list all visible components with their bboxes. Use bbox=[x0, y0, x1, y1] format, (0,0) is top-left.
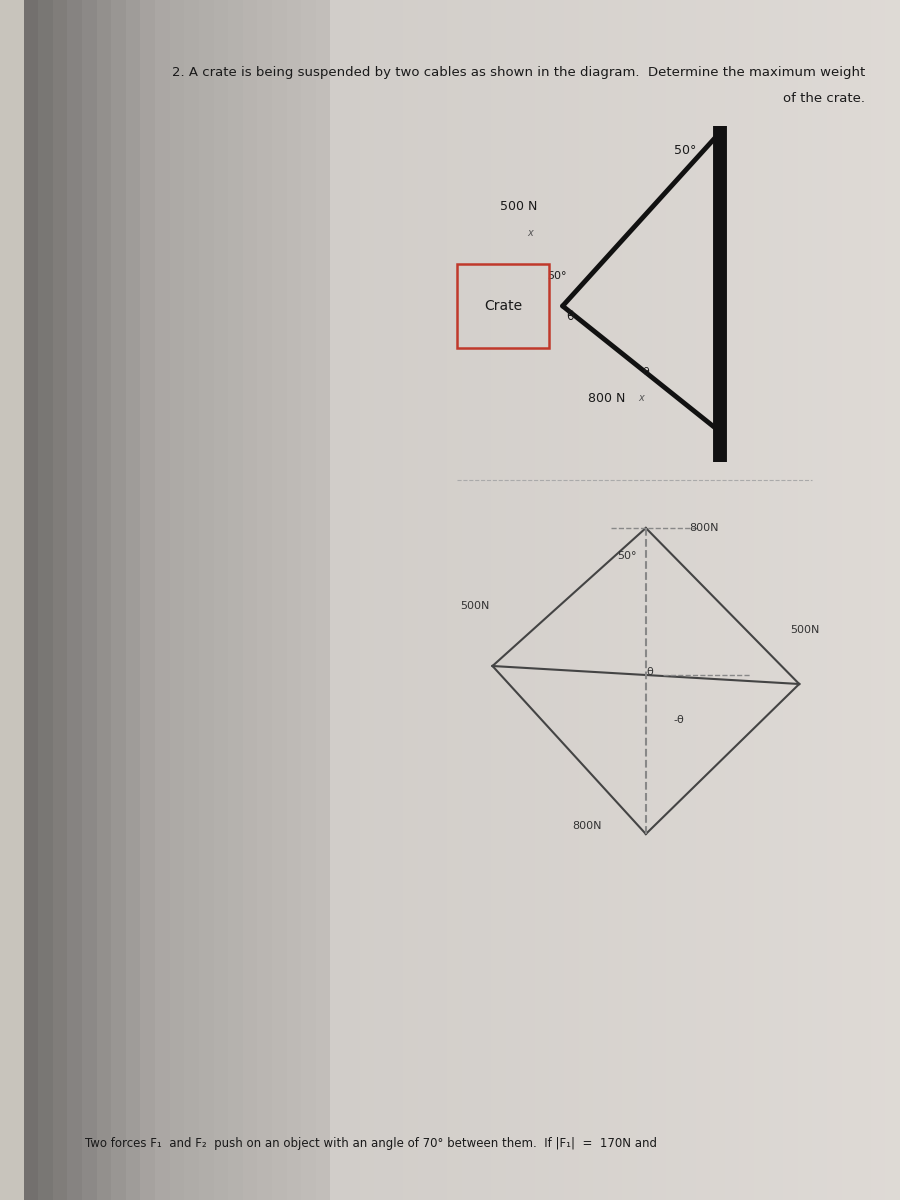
Text: 800N: 800N bbox=[689, 523, 719, 533]
Bar bbox=[53, 0, 68, 1200]
Bar bbox=[140, 0, 155, 1200]
Bar bbox=[710, 0, 724, 1200]
Bar bbox=[96, 0, 112, 1200]
Bar bbox=[593, 0, 608, 1200]
Text: 2. A crate is being suspended by two cables as shown in the diagram.  Determine : 2. A crate is being suspended by two cab… bbox=[172, 66, 865, 79]
Bar bbox=[316, 0, 330, 1200]
Bar bbox=[360, 0, 374, 1200]
Bar bbox=[579, 0, 593, 1200]
Bar bbox=[637, 0, 652, 1200]
Text: 500 N: 500 N bbox=[500, 200, 537, 212]
Text: θ: θ bbox=[567, 311, 574, 323]
Bar bbox=[82, 0, 96, 1200]
Text: of the crate.: of the crate. bbox=[783, 92, 865, 106]
Bar bbox=[447, 0, 462, 1200]
Text: 800N: 800N bbox=[572, 821, 602, 830]
Bar bbox=[476, 0, 491, 1200]
Bar bbox=[68, 0, 82, 1200]
Bar bbox=[871, 0, 886, 1200]
Bar bbox=[520, 0, 535, 1200]
Bar bbox=[886, 0, 900, 1200]
Text: x: x bbox=[639, 394, 644, 403]
Bar bbox=[608, 0, 623, 1200]
Bar bbox=[302, 0, 316, 1200]
Text: θ: θ bbox=[643, 367, 649, 377]
Bar bbox=[257, 0, 272, 1200]
Bar bbox=[184, 0, 199, 1200]
Bar bbox=[112, 0, 126, 1200]
Bar bbox=[155, 0, 170, 1200]
Text: 50°: 50° bbox=[616, 551, 636, 560]
Bar bbox=[39, 0, 53, 1200]
Bar bbox=[491, 0, 506, 1200]
Bar bbox=[813, 0, 827, 1200]
Bar bbox=[457, 264, 550, 348]
Bar bbox=[623, 0, 637, 1200]
Bar bbox=[783, 0, 797, 1200]
Bar bbox=[243, 0, 257, 1200]
Text: x: x bbox=[527, 228, 533, 238]
Bar bbox=[739, 0, 754, 1200]
Bar bbox=[550, 0, 564, 1200]
Bar bbox=[286, 0, 302, 1200]
Bar bbox=[389, 0, 403, 1200]
Bar bbox=[827, 0, 842, 1200]
Text: θ: θ bbox=[647, 667, 653, 677]
Text: 50°: 50° bbox=[546, 271, 566, 281]
Bar bbox=[535, 0, 550, 1200]
Bar bbox=[696, 0, 710, 1200]
Text: -θ: -θ bbox=[674, 715, 685, 725]
Bar bbox=[272, 0, 286, 1200]
Text: 800 N: 800 N bbox=[588, 392, 626, 404]
Bar bbox=[754, 0, 769, 1200]
Bar bbox=[199, 0, 213, 1200]
Bar bbox=[681, 0, 696, 1200]
Bar bbox=[506, 0, 520, 1200]
Bar bbox=[724, 0, 739, 1200]
Bar bbox=[652, 0, 666, 1200]
Bar bbox=[23, 0, 39, 1200]
Bar bbox=[797, 0, 813, 1200]
Bar bbox=[345, 0, 360, 1200]
Bar bbox=[564, 0, 579, 1200]
Text: 500N: 500N bbox=[790, 625, 820, 635]
Bar bbox=[170, 0, 184, 1200]
Bar bbox=[462, 0, 476, 1200]
Bar bbox=[842, 0, 856, 1200]
Text: 500N: 500N bbox=[461, 601, 490, 611]
Bar bbox=[126, 0, 140, 1200]
Text: Crate: Crate bbox=[484, 299, 523, 313]
Bar bbox=[228, 0, 243, 1200]
Text: Two forces F₁  and F₂  push on an object with an angle of 70° between them.  If : Two forces F₁ and F₂ push on an object w… bbox=[85, 1136, 657, 1150]
Bar bbox=[666, 0, 681, 1200]
Bar bbox=[213, 0, 228, 1200]
Bar bbox=[330, 0, 345, 1200]
Bar bbox=[403, 0, 418, 1200]
Bar bbox=[433, 0, 447, 1200]
Bar bbox=[769, 0, 783, 1200]
Text: 50°: 50° bbox=[674, 144, 697, 156]
Bar bbox=[374, 0, 389, 1200]
Bar bbox=[856, 0, 871, 1200]
Bar bbox=[418, 0, 433, 1200]
